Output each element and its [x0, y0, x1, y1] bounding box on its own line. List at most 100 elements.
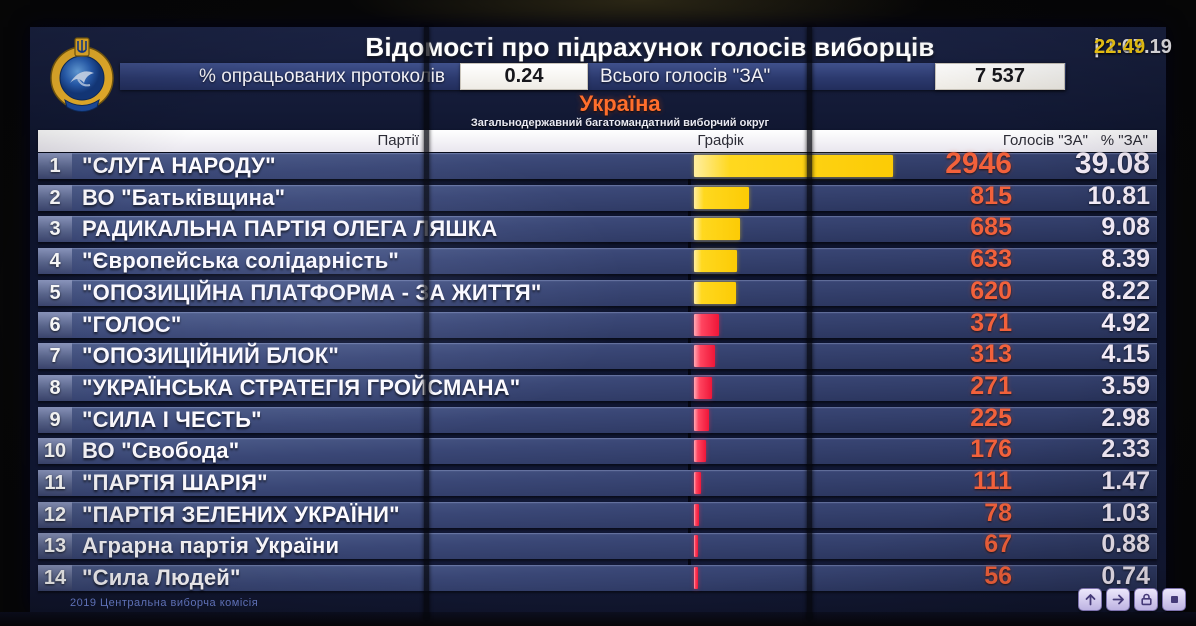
results-board: Відомості про підрахунок голосів виборці… — [30, 27, 1172, 612]
table-row: 2 ВО "Батьківщина" 815 10.81 — [38, 182, 1157, 211]
row-rank: 5 — [38, 280, 72, 306]
column-header-party: Партії — [377, 132, 419, 149]
party-name: РАДИКАЛЬНА ПАРТІЯ ОЛЕГА ЛЯШКА — [82, 216, 498, 241]
votes-value: 2946 — [945, 147, 1012, 180]
votes-value: 620 — [970, 277, 1012, 305]
party-name: "ПАРТІЯ ЗЕЛЕНИХ УКРАЇНИ" — [82, 502, 400, 527]
cec-ukraine-emblem-logo — [50, 37, 114, 112]
vote-bar — [694, 250, 737, 272]
percent-value: 2.98 — [1101, 404, 1150, 432]
party-name: Аграрна партія України — [82, 533, 340, 558]
vote-bar — [694, 472, 701, 494]
table-row: 11 "ПАРТІЯ ШАРІЯ" 111 1.47 — [38, 467, 1157, 496]
region-title: Україна — [579, 91, 661, 116]
time-label: 22:49 — [1094, 36, 1146, 58]
column-header-percent: % "ЗА" — [1100, 132, 1148, 149]
percent-value: 1.47 — [1101, 467, 1150, 495]
total-votes-value: 7 537 — [935, 63, 1065, 90]
row-rank: 4 — [38, 248, 72, 274]
votes-value: 685 — [970, 213, 1012, 241]
vote-bar — [694, 409, 709, 431]
row-rank: 6 — [38, 312, 72, 338]
table-row: 12 "ПАРТІЯ ЗЕЛЕНИХ УКРАЇНИ" 78 1.03 — [38, 499, 1157, 528]
percent-value: 1.03 — [1101, 499, 1150, 527]
row-rank: 1 — [38, 153, 72, 179]
row-rank: 10 — [38, 438, 72, 464]
table-row: 1 "СЛУГА НАРОДУ" 2946 39.08 — [38, 147, 1157, 180]
vote-bar — [694, 187, 749, 209]
party-name: "ГОЛОС" — [82, 312, 182, 337]
percent-value: 2.33 — [1101, 435, 1150, 463]
row-rank: 11 — [38, 470, 72, 496]
vote-bar — [694, 314, 719, 336]
percent-value: 8.39 — [1101, 245, 1150, 273]
vote-bar — [694, 345, 715, 367]
vote-bar — [694, 535, 698, 557]
percent-value: 3.59 — [1101, 372, 1150, 400]
arrow-right-button[interactable] — [1106, 588, 1130, 611]
protocols-value: 0.24 — [460, 63, 588, 90]
percent-value: 10.81 — [1087, 182, 1150, 210]
party-name: "ПАРТІЯ ШАРІЯ" — [82, 470, 268, 495]
page-title: Відомості про підрахунок голосів виборці… — [365, 32, 935, 62]
column-header-graph: Графік — [697, 132, 744, 149]
votes-value: 633 — [970, 245, 1012, 273]
screen-bottom-bezel — [0, 612, 1196, 626]
table-row: 8 "УКРАЇНСЬКА СТРАТЕГІЯ ГРОЙСМАНА" 271 3.59 — [38, 372, 1157, 401]
party-name: "СИЛА І ЧЕСТЬ" — [82, 407, 262, 432]
control-buttons — [1078, 588, 1186, 611]
row-rank: 8 — [38, 375, 72, 401]
table-header: Партії Графік Голосів "ЗА" % "ЗА" — [38, 130, 1157, 152]
party-name: "ОПОЗИЦІЙНА ПЛАТФОРМА - ЗА ЖИТТЯ" — [82, 280, 542, 305]
row-rank: 13 — [38, 533, 72, 559]
table-row: 3 РАДИКАЛЬНА ПАРТІЯ ОЛЕГА ЛЯШКА 685 9.08 — [38, 213, 1157, 242]
table-row: 14 "Сила Людей" 56 0.74 — [38, 562, 1157, 591]
votes-value: 271 — [970, 372, 1012, 400]
stop-square-icon — [1170, 596, 1178, 603]
arrow-up-icon — [1085, 594, 1095, 606]
arrow-right-icon — [1112, 594, 1124, 605]
percent-value: 4.92 — [1101, 309, 1150, 337]
party-name: ВО "Батьківщина" — [82, 185, 286, 210]
vote-bar — [694, 155, 893, 177]
stats-bar: % опрацьованих протоколів 0.24 Всього го… — [120, 63, 1066, 90]
table-row: 9 "СИЛА І ЧЕСТЬ" 225 2.98 — [38, 404, 1157, 433]
column-header-votes: Голосів "ЗА" — [1002, 132, 1088, 149]
votes-value: 371 — [970, 309, 1012, 337]
party-name: "СЛУГА НАРОДУ" — [82, 153, 276, 178]
votes-value: 815 — [970, 182, 1012, 210]
row-rank: 9 — [38, 407, 72, 433]
vote-bar — [694, 282, 736, 304]
panel-seam-right — [807, 27, 812, 620]
votes-value: 111 — [973, 467, 1012, 495]
date-time-separator: | — [1094, 36, 1100, 58]
table-row: 4 "Європейська солідарність" 633 8.39 — [38, 245, 1157, 274]
date-label: 21.07.19 — [1094, 36, 1172, 58]
lock-icon — [1140, 593, 1152, 606]
votes-value: 313 — [970, 340, 1012, 368]
votes-value: 225 — [970, 404, 1012, 432]
percent-value: 0.74 — [1101, 562, 1150, 590]
table-row: 5 "ОПОЗИЦІЙНА ПЛАТФОРМА - ЗА ЖИТТЯ" 620 8.2… — [38, 277, 1157, 306]
protocols-label: % опрацьованих протоколів — [199, 66, 445, 87]
stop-square-button[interactable] — [1162, 588, 1186, 611]
votes-value: 176 — [970, 435, 1012, 463]
row-rank: 3 — [38, 216, 72, 242]
votes-value: 78 — [984, 499, 1012, 527]
percent-value: 9.08 — [1101, 213, 1150, 241]
vote-bar — [694, 440, 706, 462]
background-glow — [0, 0, 1196, 30]
lock-button[interactable] — [1134, 588, 1158, 611]
vote-bar — [694, 504, 699, 526]
party-name: "Європейська солідарність" — [82, 248, 400, 273]
party-name: "УКРАЇНСЬКА СТРАТЕГІЯ ГРОЙСМАНА" — [82, 375, 521, 400]
arrow-up-button[interactable] — [1078, 588, 1102, 611]
percent-value: 0.88 — [1101, 530, 1150, 558]
percent-value: 39.08 — [1074, 147, 1150, 180]
table-row: 13 Аграрна партія України 67 0.88 — [38, 530, 1157, 559]
table-row: 7 "ОПОЗИЦІЙНИЙ БЛОК" 313 4.15 — [38, 340, 1157, 369]
region-subtitle: Загальнодержавний багатомандатний виборч… — [470, 117, 770, 129]
percent-value: 8.22 — [1101, 277, 1150, 305]
row-rank: 2 — [38, 185, 72, 211]
total-votes-label: Всього голосів "ЗА" — [600, 66, 771, 87]
